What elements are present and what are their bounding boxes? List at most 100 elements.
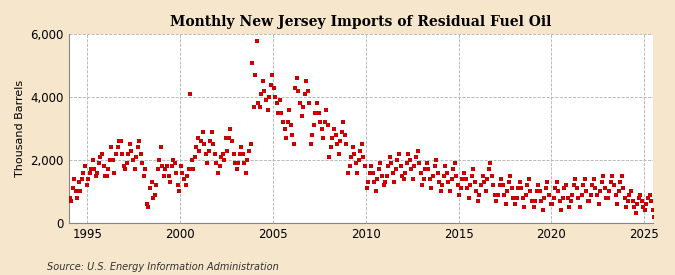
Point	[516, 186, 526, 191]
Point	[472, 199, 483, 203]
Point	[220, 136, 231, 140]
Point	[632, 202, 643, 206]
Point	[70, 189, 81, 194]
Point	[510, 202, 520, 206]
Point	[627, 199, 638, 203]
Point	[621, 205, 632, 209]
Point	[317, 126, 327, 131]
Point	[431, 158, 441, 162]
Point	[589, 177, 599, 181]
Point	[514, 180, 525, 184]
Point	[389, 180, 400, 184]
Point	[76, 177, 87, 181]
Point	[395, 164, 406, 169]
Point	[482, 177, 493, 181]
Point	[161, 164, 172, 169]
Point	[398, 177, 409, 181]
Point	[227, 139, 238, 143]
Point	[604, 189, 615, 194]
Point	[391, 167, 402, 172]
Point	[269, 86, 279, 90]
Point	[277, 120, 288, 125]
Point	[94, 161, 105, 165]
Point	[615, 180, 626, 184]
Point	[448, 167, 458, 172]
Point	[132, 145, 143, 150]
Point	[323, 123, 333, 128]
Point	[354, 158, 364, 162]
Point	[301, 79, 312, 84]
Point	[325, 145, 336, 150]
Point	[397, 174, 408, 178]
Point	[386, 161, 397, 165]
Point	[343, 170, 354, 175]
Point	[234, 152, 245, 156]
Point	[89, 167, 100, 172]
Point	[489, 192, 500, 197]
Point	[352, 170, 362, 175]
Point	[176, 164, 186, 169]
Point	[318, 136, 329, 140]
Point	[437, 183, 448, 187]
Point	[572, 186, 583, 191]
Point	[223, 136, 234, 140]
Point	[493, 192, 504, 197]
Point	[196, 139, 207, 143]
Point	[545, 202, 556, 206]
Point	[256, 92, 267, 96]
Point	[69, 177, 80, 181]
Point	[593, 202, 604, 206]
Text: Source: U.S. Energy Information Administration: Source: U.S. Energy Information Administ…	[47, 262, 279, 272]
Point	[471, 189, 482, 194]
Point	[626, 189, 637, 194]
Point	[474, 192, 485, 197]
Point	[205, 139, 216, 143]
Point	[261, 98, 271, 103]
Point	[539, 196, 550, 200]
Point	[168, 158, 179, 162]
Point	[463, 196, 474, 200]
Point	[367, 170, 378, 175]
Point	[543, 192, 554, 197]
Point	[78, 170, 89, 175]
Point	[416, 183, 427, 187]
Point	[466, 174, 477, 178]
Point	[207, 130, 217, 134]
Point	[350, 161, 361, 165]
Point	[450, 161, 460, 165]
Point	[333, 152, 344, 156]
Point	[346, 155, 356, 159]
Point	[217, 152, 228, 156]
Point	[620, 196, 630, 200]
Point	[128, 158, 138, 162]
Point	[579, 177, 590, 181]
Point	[72, 196, 83, 200]
Point	[506, 186, 517, 191]
Point	[262, 108, 273, 112]
Point	[174, 189, 185, 194]
Point	[505, 174, 516, 178]
Point	[118, 164, 129, 169]
Point	[238, 152, 248, 156]
Point	[81, 183, 92, 187]
Point	[222, 148, 233, 153]
Point	[537, 208, 548, 213]
Point	[144, 186, 155, 191]
Point	[553, 189, 564, 194]
Point	[657, 208, 668, 213]
Point	[392, 158, 403, 162]
Point	[381, 174, 392, 178]
Point	[335, 139, 346, 143]
Point	[123, 152, 134, 156]
Point	[194, 148, 205, 153]
Point	[406, 167, 416, 172]
Point	[499, 192, 510, 197]
Point	[290, 86, 301, 90]
Point	[585, 192, 596, 197]
Point	[556, 208, 567, 213]
Point	[598, 174, 609, 178]
Point	[485, 161, 495, 165]
Point	[360, 164, 371, 169]
Point	[570, 177, 580, 181]
Point	[379, 180, 390, 184]
